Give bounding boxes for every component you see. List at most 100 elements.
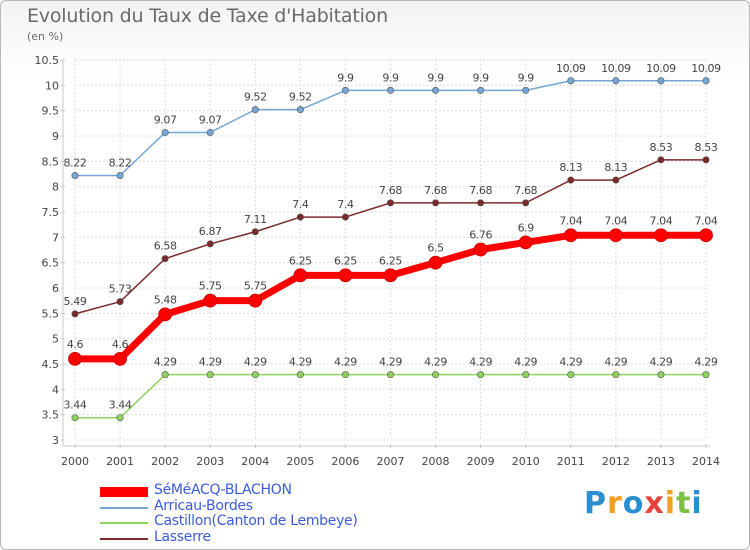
data-point	[71, 414, 79, 422]
data-point	[657, 371, 665, 379]
data-point	[477, 86, 485, 94]
data-point	[296, 213, 304, 221]
data-label: 4.29	[695, 356, 718, 369]
data-label: 10.09	[691, 62, 721, 75]
data-label: 5.75	[199, 280, 222, 293]
data-point	[68, 352, 82, 366]
data-point	[432, 86, 440, 94]
data-label: 4.6	[112, 338, 129, 351]
data-point	[567, 77, 575, 85]
data-label: 9.07	[199, 113, 222, 126]
y-tick-label: 6	[52, 282, 59, 295]
x-tick-label: 2003	[196, 455, 224, 468]
data-point	[296, 371, 304, 379]
data-point	[251, 228, 259, 236]
data-point	[563, 228, 578, 243]
legend-item-lasserre[interactable]: Lasserre	[100, 529, 400, 547]
data-label: 7.04	[695, 214, 718, 227]
data-label: 4.29	[244, 356, 267, 369]
data-label: 4.29	[289, 356, 312, 369]
data-point	[518, 235, 533, 250]
legend-item-arricau-bordes[interactable]: Arricau-Bordes	[100, 498, 400, 516]
data-label: 7.04	[559, 214, 582, 227]
y-tick-label: 6.5	[42, 257, 60, 270]
data-label: 9.52	[244, 91, 267, 104]
data-point	[473, 242, 488, 257]
data-point	[522, 199, 530, 207]
data-point	[477, 199, 485, 207]
data-point	[608, 228, 623, 243]
data-label: 9.9	[382, 71, 399, 84]
data-label: 9.9	[427, 71, 444, 84]
chart-subtitle: (en %)	[27, 30, 64, 43]
data-point	[341, 86, 349, 94]
data-point	[206, 371, 214, 379]
data-label: 10.09	[601, 62, 631, 75]
data-label: 6.25	[289, 254, 312, 267]
data-label: 8.53	[695, 141, 718, 154]
legend-item-castillon[interactable]: Castillon(Canton de Lembeye)	[100, 513, 400, 531]
y-tick-label: 7.5	[42, 206, 60, 219]
logo-letter: i	[664, 486, 677, 521]
y-tick-label: 10.5	[35, 54, 60, 67]
x-tick-label: 2013	[647, 455, 675, 468]
data-point	[251, 371, 259, 379]
data-label: 5.73	[109, 283, 132, 296]
data-point	[293, 268, 308, 283]
y-tick-label: 4.5	[42, 358, 60, 371]
data-label: 6.58	[154, 240, 177, 253]
data-label: 4.29	[199, 356, 222, 369]
x-tick-label: 2007	[377, 455, 405, 468]
data-point	[612, 77, 620, 85]
data-label: 8.53	[649, 141, 672, 154]
data-point	[699, 228, 713, 243]
data-label: 7.04	[604, 214, 627, 227]
data-label: 4.29	[469, 356, 492, 369]
data-label: 6.87	[199, 225, 222, 238]
data-point	[116, 298, 124, 306]
data-point	[477, 371, 485, 379]
data-point	[702, 371, 710, 379]
x-tick-label: 2011	[557, 455, 585, 468]
data-label: 6.9	[518, 221, 535, 234]
data-point	[428, 255, 443, 270]
data-point	[248, 293, 263, 308]
data-point	[612, 371, 620, 379]
data-label: 4.29	[379, 356, 402, 369]
chart-title: Evolution du Taux de Taxe d'Habitation	[27, 5, 388, 27]
data-label: 4.29	[514, 356, 537, 369]
y-tick-label: 8.5	[42, 155, 60, 168]
data-labels: 8.22 8.22 9.07 9.07 9.52 9.52 9.9 9.9 9.9 9.9 9.9 1…	[64, 62, 722, 412]
data-point	[341, 371, 349, 379]
data-label: 8.13	[559, 161, 582, 174]
y-tick-label: 7	[52, 231, 59, 244]
data-label: 5.75	[244, 280, 267, 293]
data-label: 5.48	[154, 293, 177, 306]
data-point	[432, 199, 440, 207]
data-label: 6.76	[469, 228, 492, 241]
legend-label-semeacq-blachon: SéMéACQ-BLACHON	[154, 482, 292, 498]
data-label: 7.68	[469, 184, 492, 197]
data-point	[522, 371, 530, 379]
data-point	[702, 77, 710, 85]
y-tick-label: 5.5	[42, 307, 60, 320]
data-point	[113, 352, 127, 366]
data-label: 8.22	[64, 157, 87, 170]
x-tick-label: 2001	[106, 455, 134, 468]
data-point	[161, 371, 169, 379]
logo-letter: i	[691, 486, 703, 521]
data-point	[158, 307, 173, 322]
legend-item-semeacq-blachon[interactable]: SéMéACQ-BLACHON	[100, 482, 400, 500]
data-label: 4.29	[559, 356, 582, 369]
data-label: 10.09	[556, 62, 586, 75]
x-tick-label: 2012	[602, 455, 630, 468]
data-point	[116, 172, 124, 180]
data-point	[567, 371, 575, 379]
legend-swatch-castillon	[100, 522, 148, 524]
data-label: 7.11	[244, 213, 267, 226]
y-tick-label: 10	[45, 79, 59, 92]
data-point	[657, 156, 665, 164]
data-label: 4.29	[604, 356, 627, 369]
data-point	[203, 293, 218, 308]
